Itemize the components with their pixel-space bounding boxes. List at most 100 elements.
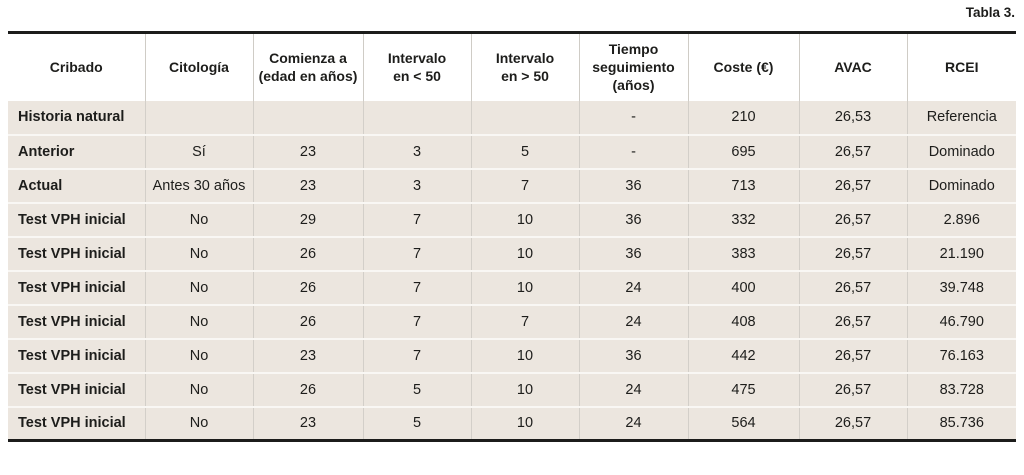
data-cell: 3 <box>362 167 471 203</box>
table-row: Historia natural -210 26,53 Referencia <box>8 100 1016 135</box>
data-cell: Dominado <box>906 133 1016 169</box>
data-cell: 10 <box>470 201 579 237</box>
header-row: Cribado Citología Comienza a (edad en años… <box>8 32 1016 101</box>
data-cell: 5 <box>362 405 471 441</box>
column-header-6: Coste (€) <box>687 32 799 101</box>
row-label-cell: Actual <box>8 167 145 203</box>
data-cell: 36 <box>578 337 688 373</box>
data-cell: - <box>578 133 688 169</box>
data-cell: 26,57 <box>798 371 907 407</box>
data-cell: No <box>144 405 253 441</box>
data-cell: 26,57 <box>798 337 907 373</box>
data-cell: 400 <box>687 269 799 305</box>
data-cell: 442 <box>687 337 799 373</box>
data-cell: No <box>144 201 253 237</box>
data-cell: 36 <box>578 201 688 237</box>
row-label-cell: Test VPH inicial <box>8 201 145 237</box>
data-cell: 83.728 <box>906 371 1016 407</box>
column-header-2: Comienza a (edad en años) <box>252 32 363 101</box>
data-cell: 2.896 <box>906 201 1016 237</box>
data-cell: 564 <box>687 405 799 441</box>
table-body: Historia natural -210 26,53 Referencia Anter… <box>8 100 1016 441</box>
data-cell: 26,57 <box>798 269 907 305</box>
data-cell: No <box>144 235 253 271</box>
data-cell: 24 <box>578 371 688 407</box>
data-cell: 24 <box>578 303 688 339</box>
data-cell: 7 <box>362 269 471 305</box>
data-cell: Sí <box>144 133 253 169</box>
data-cell: - <box>578 100 688 135</box>
data-cell: 10 <box>470 235 579 271</box>
table-row: Test VPH inicial No 23 5 10 24 564 26,57 85.736 <box>8 405 1016 441</box>
data-cell <box>362 100 471 135</box>
data-cell: 7 <box>362 235 471 271</box>
data-cell: 23 <box>252 167 363 203</box>
column-header-1: Citología <box>144 32 253 101</box>
row-label-cell: Historia natural <box>18 109 125 125</box>
data-cell: 21.190 <box>906 235 1016 271</box>
column-header-4: Intervalo en > 50 <box>470 32 579 101</box>
data-cell: 26 <box>252 371 363 407</box>
row-label-cell: Anterior <box>8 133 145 169</box>
data-cell: 7 <box>470 303 579 339</box>
data-cell: 10 <box>470 269 579 305</box>
column-header-3: Intervalo en < 50 <box>362 32 471 101</box>
data-cell: 29 <box>252 201 363 237</box>
data-cell <box>470 100 579 135</box>
data-cell: 10 <box>470 405 579 441</box>
data-cell: 39.748 <box>906 269 1016 305</box>
data-cell: 7 <box>362 337 471 373</box>
row-label-cell: Test VPH inicial <box>8 303 145 339</box>
data-cell: 408 <box>687 303 799 339</box>
data-cell: 5 <box>470 133 579 169</box>
data-cell: 7 <box>470 167 579 203</box>
data-cell: 23 <box>252 133 363 169</box>
table-row: Test VPH inicial No 26 7 7 24 408 26,57 46.790 <box>8 303 1016 339</box>
column-header-7: AVAC <box>798 32 907 101</box>
table-row: Test VPH inicial No 26 7 10 24 400 26,57 39.748 <box>8 269 1016 305</box>
data-cell: No <box>144 337 253 373</box>
table-row: Anterior Sí 23 3 5-695 26,57 Dominado <box>8 133 1016 169</box>
table-row: Test VPH inicial No 23 7 10 36 442 26,57 76.163 <box>8 337 1016 373</box>
data-cell: No <box>144 371 253 407</box>
table-caption: Tabla 3. <box>965 5 1015 20</box>
data-cell: 24 <box>578 405 688 441</box>
data-cell: 10 <box>470 371 579 407</box>
data-cell: No <box>144 303 253 339</box>
row-label-cell: Test VPH inicial <box>8 269 145 305</box>
data-cell: 26,57 <box>798 405 907 441</box>
data-cell: 26 <box>252 303 363 339</box>
data-cell: 24 <box>578 269 688 305</box>
data-cell <box>144 100 253 135</box>
table-row: Test VPH inicial No 26 5 10 24 475 26,57 83.728 <box>8 371 1016 407</box>
data-cell: 76.163 <box>906 337 1016 373</box>
data-cell: 26 <box>252 235 363 271</box>
data-cell: 5 <box>362 371 471 407</box>
data-cell: 26,57 <box>798 133 907 169</box>
data-cell: 26,57 <box>798 201 907 237</box>
data-cell: No <box>144 269 253 305</box>
table-header: Cribado Citología Comienza a (edad en años… <box>8 32 1016 101</box>
data-cell: 7 <box>362 303 471 339</box>
data-cell: Dominado <box>906 167 1016 203</box>
data-cell: 7 <box>362 201 471 237</box>
data-cell: 26,57 <box>798 167 907 203</box>
results-table: Cribado Citología Comienza a (edad en años… <box>8 31 1016 442</box>
column-header-5: Tiempo seguimiento (años) <box>578 32 688 101</box>
data-cell: 36 <box>578 235 688 271</box>
table-row: Test VPH inicial No 29 7 10 36 332 26,57 2.896 <box>8 201 1016 237</box>
row-label-cell: Test VPH inicial <box>8 337 145 373</box>
data-cell: 36 <box>578 167 688 203</box>
data-cell: 23 <box>252 405 363 441</box>
data-cell: 383 <box>687 235 799 271</box>
data-cell: Referencia <box>906 100 1016 135</box>
row-label-cell: Test VPH inicial <box>8 371 145 407</box>
data-cell: 46.790 <box>906 303 1016 339</box>
data-cell: 713 <box>687 167 799 203</box>
table-row: Actual Antes 30 años 23 3 7 36 713 26,57 Dominad… <box>8 167 1016 203</box>
data-cell: 332 <box>687 201 799 237</box>
data-cell: 26,53 <box>798 100 907 135</box>
row-label-cell: Test VPH inicial <box>8 405 145 441</box>
data-cell: 475 <box>687 371 799 407</box>
